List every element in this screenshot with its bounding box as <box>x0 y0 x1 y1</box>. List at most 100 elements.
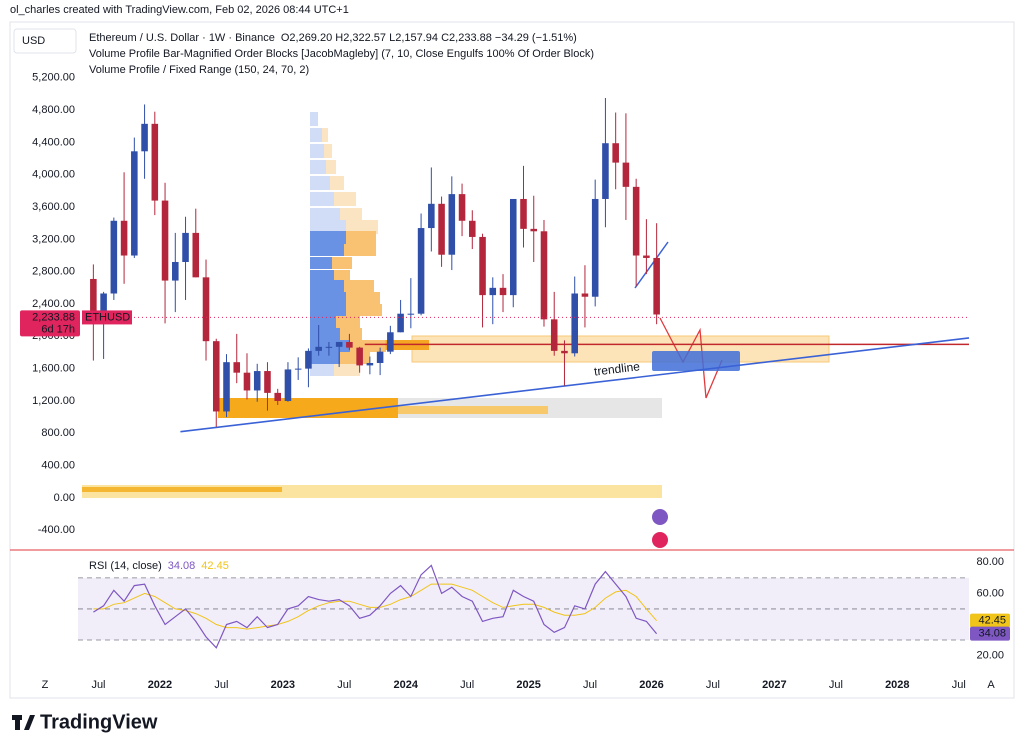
candle-body <box>376 351 384 363</box>
trendline-label: trendline <box>593 359 641 378</box>
rsi-value-badge <box>970 626 1010 641</box>
candle-body <box>530 228 538 232</box>
symbol-label: ETHUSD <box>85 311 130 323</box>
candle-body <box>325 346 333 348</box>
countdown: 6d 17h <box>41 323 75 335</box>
candle-body <box>520 198 527 229</box>
ohlc: O2,269.20 H2,322.57 L2,157.94 C2,233.88 … <box>281 32 577 44</box>
event-icon[interactable] <box>652 509 668 525</box>
candle-body <box>622 162 630 187</box>
last-price-badge <box>20 310 80 337</box>
poc-label <box>652 351 740 371</box>
candle-body <box>161 200 169 281</box>
candle-body <box>335 341 343 347</box>
candle-body <box>212 341 220 412</box>
x-tick-label: 2023 <box>271 679 295 691</box>
x-tick-label: Jul <box>214 679 228 691</box>
y-tick-label: 400.00 <box>41 459 75 471</box>
y-tick-label: 5,200.00 <box>32 72 75 84</box>
candle-body <box>397 313 404 333</box>
candle-body <box>223 362 230 412</box>
projection <box>659 317 723 399</box>
event-icon[interactable] <box>652 532 668 548</box>
credit: ol_charles created with TradingView.com,… <box>10 4 349 16</box>
y-tick-label: 0.00 <box>54 492 75 504</box>
x-tick-label: 2027 <box>762 679 786 691</box>
candle-body <box>653 257 660 315</box>
rsi-legend: RSI (14, close) 34.08 42.45 <box>89 560 229 572</box>
candle-body <box>253 371 261 391</box>
candle-body <box>274 392 281 401</box>
x-tick-label: 2025 <box>516 679 540 691</box>
y-tick-label: 4,400.00 <box>32 136 75 148</box>
candle-body <box>540 231 548 320</box>
order-block <box>82 487 282 492</box>
x-tick-label: 2022 <box>148 679 172 691</box>
candle-body <box>550 319 558 351</box>
candle-body <box>643 255 650 258</box>
candle-body <box>366 362 374 366</box>
rsi-legend-value: 34.08 <box>168 560 196 572</box>
rsi-value-badge <box>970 613 1010 628</box>
candle-body <box>151 123 159 201</box>
candle-body <box>110 220 118 294</box>
x-tick-label: 2024 <box>393 679 418 691</box>
x-tick-label: Jul <box>337 679 351 691</box>
candle-body <box>602 143 609 199</box>
y-tick-label: 4,800.00 <box>32 104 75 116</box>
candle-body <box>202 277 210 342</box>
short-trendline <box>634 241 669 289</box>
candle-body <box>387 332 394 352</box>
logo-text: TradingView <box>40 711 158 733</box>
y-tick-label: -400.00 <box>38 524 75 536</box>
x-tick-label: Jul <box>829 679 843 691</box>
candle-body <box>233 362 241 373</box>
candle-body <box>509 198 517 296</box>
scale-button[interactable]: Z <box>42 679 49 691</box>
candle-body <box>346 341 353 348</box>
indicator-legend: Volume Profile / Fixed Range (150, 24, 7… <box>89 64 309 76</box>
x-tick-label: Jul <box>706 679 720 691</box>
logo: TradingView <box>12 711 158 733</box>
candle-body <box>120 220 128 256</box>
candle-body <box>438 203 445 255</box>
rsi-legend-value: 42.45 <box>201 560 229 572</box>
order-block <box>398 406 548 414</box>
symbol-badge <box>82 310 132 325</box>
y-tick-label: 4,000.00 <box>32 169 75 181</box>
scale-button[interactable]: A <box>987 679 995 691</box>
currency[interactable]: USD <box>22 35 45 47</box>
y-tick-label: 1,600.00 <box>32 363 75 375</box>
candle-body <box>448 194 456 255</box>
y-tick-label: 800.00 <box>41 427 75 439</box>
candle-body <box>315 346 322 351</box>
x-tick-label: Jul <box>583 679 597 691</box>
currency-button[interactable] <box>13 28 77 54</box>
symbol-line: Ethereum / U.S. Dollar · 1W · Binance <box>89 32 275 44</box>
rsi-line <box>93 564 658 649</box>
candle-body <box>417 228 425 314</box>
x-tick-label: 2028 <box>885 679 909 691</box>
rsi-tick-label: 80.00 <box>976 556 1004 568</box>
candle-body <box>458 194 466 221</box>
candle-body <box>90 278 97 315</box>
symbol-legend: Ethereum / U.S. Dollar · 1W · Binance O2,… <box>89 32 577 44</box>
x-tick-label: Jul <box>91 679 105 691</box>
x-tick-label: Jul <box>460 679 474 691</box>
candle-body <box>489 287 497 296</box>
candle-body <box>294 368 302 370</box>
candle-body <box>131 151 138 256</box>
rsi-tick-label: 20.00 <box>976 649 1004 661</box>
candle-body <box>469 220 476 237</box>
candle-body <box>612 143 619 163</box>
candle-body <box>479 236 486 296</box>
candle-body <box>182 232 189 262</box>
candle-body <box>632 186 640 256</box>
candle-body <box>284 369 292 401</box>
rsi-title: RSI (14, close) <box>89 560 162 572</box>
candle-body <box>356 347 363 366</box>
rsi-tick-label: 60.00 <box>976 587 1004 599</box>
candle-body <box>499 287 507 296</box>
y-tick-label: 3,200.00 <box>32 233 75 245</box>
candle-body <box>243 372 251 391</box>
